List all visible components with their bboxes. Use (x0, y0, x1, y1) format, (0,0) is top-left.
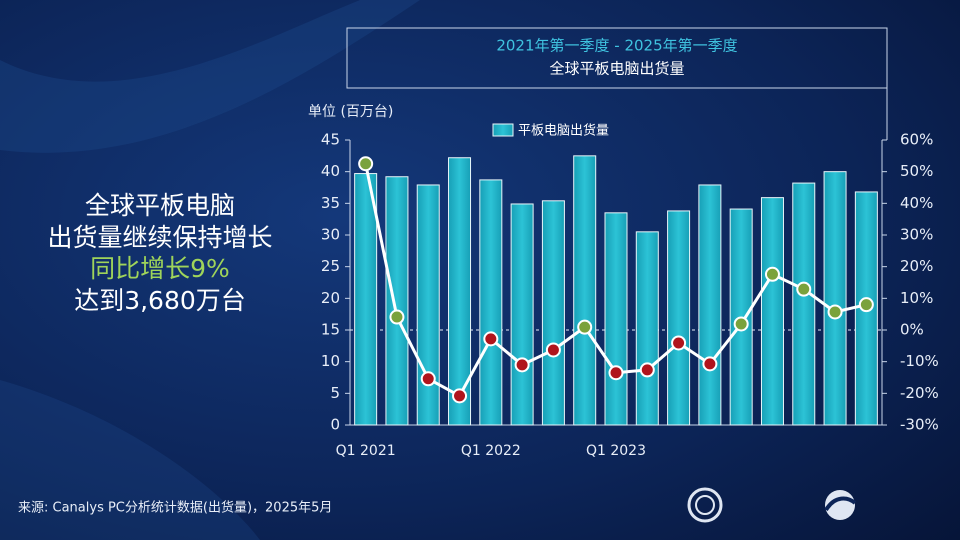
y-tick-label: 35 (321, 194, 340, 212)
y-axis-label: 单位 (百万台) (308, 104, 393, 120)
point (389, 309, 405, 325)
point (764, 266, 780, 282)
swirl (0, 380, 260, 540)
chart-subtitle: 全球平板电脑出货量 (549, 60, 684, 78)
point (514, 357, 530, 373)
point (452, 388, 468, 404)
point (702, 356, 718, 372)
point (858, 297, 874, 313)
bar (667, 210, 691, 426)
point (608, 365, 624, 381)
y2-tick-label: 40% (900, 194, 933, 212)
point (577, 319, 593, 335)
y-tick-label: 15 (321, 321, 340, 339)
plot: 0 5 10 15 20 25 30 35 40 45 -30% -20% -10% 0% 10% 20% 30… (321, 123, 939, 460)
bar (635, 231, 659, 426)
source: 来源: Canalys PC分析统计数据(出货量)，2025年5月 (18, 500, 332, 516)
y2-tick-label: -10% (900, 352, 939, 370)
y2-tick-label: 60% (900, 131, 933, 149)
bar (541, 200, 565, 426)
bar (479, 179, 503, 426)
y-tick-label: 0 (330, 416, 340, 434)
y2-tick-label: -30% (900, 416, 939, 434)
bar (573, 155, 597, 426)
annotation: 全球平板电脑 (85, 191, 235, 220)
bar (698, 184, 722, 426)
point (420, 371, 436, 387)
point (671, 335, 687, 351)
title-box (346, 27, 888, 89)
bar (354, 173, 378, 426)
y2-tick-label: 0% (900, 321, 924, 339)
y2-tick-label: 50% (900, 162, 933, 180)
point (483, 331, 499, 347)
point (639, 362, 655, 378)
bar (604, 212, 628, 426)
legend-swatch (492, 123, 514, 137)
y2-tick-label: 30% (900, 226, 933, 244)
y-tick-label: 30 (321, 226, 340, 244)
bar (823, 171, 847, 426)
bar (385, 176, 409, 426)
bar (510, 203, 534, 426)
bar (448, 157, 472, 426)
y2-tick-label: 20% (900, 257, 933, 275)
annotation: 出货量继续保持增长 (47, 223, 272, 252)
legend-label: 平板电脑出货量 (518, 123, 609, 139)
point (733, 316, 749, 332)
x-tick-label: Q1 2023 (586, 443, 646, 459)
x-tick-label: Q1 2021 (336, 443, 396, 459)
annotation: 同比增长9% (90, 254, 230, 283)
logo (687, 487, 857, 523)
point (827, 304, 843, 320)
x-tick-label: Q1 2022 (461, 443, 521, 459)
swirl (0, 0, 420, 153)
y-tick-label: 45 (321, 131, 340, 149)
y-tick-label: 20 (321, 289, 340, 307)
y-tick-label: 40 (321, 162, 340, 180)
y-tick-label: 10 (321, 352, 340, 370)
bar (792, 182, 816, 426)
y-tick-label: 5 (330, 384, 340, 402)
point (796, 281, 812, 297)
point (545, 342, 561, 358)
y2-tick-label: 10% (900, 289, 933, 307)
y2-tick-label: -20% (900, 384, 939, 402)
y-tick-label: 25 (321, 257, 340, 275)
annotation: 达到3,680万台 (74, 286, 246, 315)
chart-title: 2021年第一季度 - 2025年第一季度 (496, 37, 737, 55)
bar (760, 197, 784, 426)
bar (416, 184, 440, 426)
point (358, 156, 374, 172)
